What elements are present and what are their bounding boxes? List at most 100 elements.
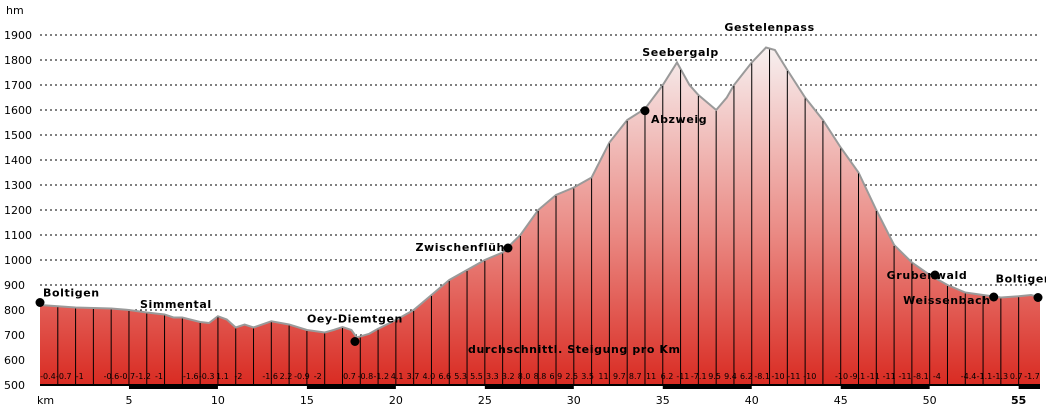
gradient-label: 8.8 (534, 372, 547, 381)
gradient-label: -0.8 (358, 372, 374, 381)
gradient-label: -1.6 (262, 372, 278, 381)
gradient-label: -10 (803, 372, 816, 381)
gradient-label: -11 (787, 372, 800, 381)
y-tick-label: 1800 (4, 54, 32, 67)
gradient-label: 3.5 (581, 372, 594, 381)
gradient-label: 3.2 (502, 372, 515, 381)
gradient-label: -1.1 (977, 372, 993, 381)
y-tick-label: 700 (4, 329, 25, 342)
x-axis-band (1018, 384, 1040, 389)
x-tick-label: 25 (478, 394, 492, 407)
gradient-label: 3.7 (407, 372, 420, 381)
gradient-label: -11 (883, 372, 896, 381)
gradient-label: 2.5 (565, 372, 578, 381)
x-tick-label: 55 (1011, 394, 1026, 407)
gradient-label: -4.4 (961, 372, 977, 381)
y-tick-label: 1200 (4, 204, 32, 217)
km-lines (57, 49, 1020, 385)
y-tick-label: 500 (4, 379, 25, 392)
gradient-label: 3.3 (486, 372, 499, 381)
gradient-label: -1.2 (135, 372, 151, 381)
gradient-label: 11 (646, 372, 656, 381)
waypoint-marker (640, 106, 650, 116)
gradient-label: -1.2 (373, 372, 389, 381)
waypoint-marker (503, 243, 513, 253)
gradient-label: -9.1 (850, 372, 866, 381)
x-tick-label: 10 (211, 394, 225, 407)
gradient-label: 0.7 (1010, 372, 1023, 381)
y-tick-label: 1000 (4, 254, 32, 267)
gradient-label: -0.4 (40, 372, 56, 381)
x-axis-band (484, 384, 574, 389)
gradient-label: 1.1 (216, 372, 229, 381)
gradient-label: -0.7 (56, 372, 72, 381)
gradient-label: 9.5 (708, 372, 721, 381)
elevation-area (39, 46, 1041, 385)
gradient-label: 6.2 (661, 372, 674, 381)
waypoint-label: Seebergalp (642, 46, 719, 59)
gradient-label: -2 (234, 372, 242, 381)
region-label: Simmental (140, 298, 212, 311)
gradient-label: 4.0 (423, 372, 436, 381)
gradient-label: -0.7 (119, 372, 135, 381)
gradient-label: 6.9 (550, 372, 563, 381)
x-axis-band (662, 384, 752, 389)
gradient-label: -8.1 (913, 372, 929, 381)
gradient-label: 6.2 (740, 372, 753, 381)
gradient-label: -0.3 (199, 372, 215, 381)
waypoint-label: Gestelenpass (724, 21, 814, 34)
gradient-label: -11 (676, 372, 689, 381)
x-tick-label: 45 (834, 394, 848, 407)
waypoint-marker (350, 337, 360, 346)
x-tick-label: 15 (300, 394, 314, 407)
x-axis-band (306, 384, 396, 389)
elevation-line (39, 46, 1041, 339)
waypoint-label: Oey-Diemtgen (307, 313, 403, 326)
gradient-label: 5.5 (470, 372, 483, 381)
waypoint-marker (930, 270, 940, 280)
gradient-label: -8.1 (754, 372, 770, 381)
y-tick-label: 1400 (4, 154, 32, 167)
axes: 500 600 700 800 900 1000 1100 1200 1300 1400 1500 1… (4, 4, 1040, 407)
gradient-label: -1.3 (993, 372, 1009, 381)
gradient-label: 8.0 (518, 372, 531, 381)
waypoint-label: Boltigen (996, 273, 1046, 286)
y-tick-label: 1600 (4, 104, 32, 117)
gradient-label: -1 (76, 372, 84, 381)
x-tick-label: 50 (923, 394, 937, 407)
gradient-label: -1.7 (1024, 372, 1040, 381)
gradient-strip: -0.4 -0.7 -1 -0.6 -0.7 -1.2 -1 -1.6 -0.3 1.1 -2 -1.… (40, 372, 1040, 381)
gradient-label: 8.7 (629, 372, 642, 381)
y-axis-label: hm (6, 4, 24, 17)
x-tick-label: 5 (125, 394, 132, 407)
y-tick-label: 900 (4, 279, 25, 292)
x-tick-label: 35 (656, 394, 670, 407)
x-axis-label: km (37, 394, 54, 407)
x-tick-label: 20 (389, 394, 403, 407)
gradient-label: -10 (835, 372, 848, 381)
gradient-label: -11 (899, 372, 912, 381)
gradient-label: 9.7 (613, 372, 626, 381)
gradient-label: -0.6 (104, 372, 120, 381)
waypoint-marker (35, 298, 45, 307)
x-tick-label: 40 (745, 394, 759, 407)
y-tick-label: 1700 (4, 79, 32, 92)
waypoint-marker (1033, 293, 1043, 302)
gradient-label: -4 (933, 372, 941, 381)
gradient-label: -7.1 (691, 372, 707, 381)
y-tick-label: 1100 (4, 229, 32, 242)
y-tick-label: 1500 (4, 129, 32, 142)
waypoint-label: Zwischenflüh (415, 241, 505, 254)
x-axis-band (840, 384, 930, 389)
gradient-label: -10 (772, 372, 785, 381)
y-tick-label: 800 (4, 304, 25, 317)
gradient-caption: durchschnittl. Steigung pro Km (468, 343, 681, 356)
gradient-label: -2 (314, 372, 322, 381)
gradient-label: -0.9 (294, 372, 310, 381)
x-axis-band (128, 384, 218, 389)
y-tick-label: 1900 (4, 29, 32, 42)
gradient-label: 6.6 (438, 372, 451, 381)
annotations: Simmental durchschnittl. Steigung pro Km B… (43, 21, 1046, 356)
gradient-label: 9.4 (724, 372, 737, 381)
